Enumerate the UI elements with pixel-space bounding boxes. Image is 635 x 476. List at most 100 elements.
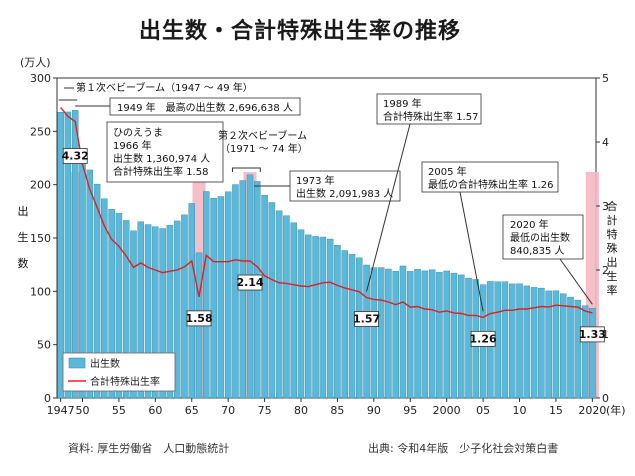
x-tick-label-2005: 05 bbox=[476, 404, 490, 417]
bar-1978 bbox=[283, 215, 290, 399]
legend-bar-label: 出生数 bbox=[90, 357, 120, 370]
x-tick-label-2020: 2020 bbox=[578, 404, 606, 417]
bar-1999 bbox=[436, 272, 443, 399]
bar-1971 bbox=[232, 184, 239, 399]
bar-2011 bbox=[523, 285, 531, 399]
bar-1967 bbox=[203, 191, 210, 399]
value-label-box-1973 bbox=[237, 274, 263, 291]
bar-1951 bbox=[86, 169, 94, 399]
annotation-1989-line: 合計特殊出生率 1.57 bbox=[383, 110, 478, 123]
left-axis-label-char: 出 bbox=[18, 204, 29, 218]
x-tick-label-1970: 70 bbox=[221, 404, 235, 417]
bar-1961 bbox=[159, 228, 166, 399]
bar-1963 bbox=[173, 220, 181, 399]
annotation-boom1: 第１次ベビーブーム（1947 〜 49 年） bbox=[76, 81, 253, 94]
left-tick-label-200: 200 bbox=[30, 179, 51, 192]
annotation-boom2-line: 第２次ベビーブーム bbox=[218, 129, 307, 142]
bar-1986 bbox=[341, 250, 348, 399]
value-label-1966: 1.58 bbox=[185, 312, 212, 325]
annotation-hinoe-line: ひのえうま bbox=[113, 127, 163, 139]
annotation-2005-connector bbox=[459, 191, 484, 312]
left-axis-unit: (万人) bbox=[20, 56, 51, 69]
bar-1952 bbox=[93, 183, 101, 399]
left-tick-label-300: 300 bbox=[30, 72, 51, 85]
bar-1984 bbox=[326, 238, 334, 399]
legend-bar-swatch bbox=[68, 357, 86, 369]
value-label-1989: 1.57 bbox=[353, 313, 380, 326]
left-tick-label-250: 250 bbox=[30, 125, 51, 138]
bar-1980 bbox=[297, 229, 305, 399]
bar-2012 bbox=[530, 287, 538, 399]
annotation-2005-line: 最低の合計特殊出生率 1.26 bbox=[428, 178, 553, 191]
annotation-2005-line: 2005 年 bbox=[428, 165, 467, 178]
bar-1997 bbox=[421, 270, 429, 399]
bar-1981 bbox=[305, 234, 312, 399]
x-tick-label-1947: 1947 bbox=[47, 404, 75, 417]
footer-source: 資料: 厚生労働省 人口動態統計 bbox=[68, 441, 229, 455]
bar-1979 bbox=[290, 222, 297, 399]
bar-1958 bbox=[137, 221, 145, 399]
bar-1977 bbox=[275, 210, 283, 399]
x-tick-label-2010: 10 bbox=[513, 404, 527, 417]
bar-2018 bbox=[574, 299, 582, 399]
x-tick-label-1955: 55 bbox=[112, 404, 126, 417]
bar-1970 bbox=[224, 191, 232, 399]
annotation-1989-box bbox=[376, 93, 482, 125]
bar-1983 bbox=[319, 236, 327, 399]
bar-2020 bbox=[589, 308, 596, 399]
right-axis-label-char: 計 bbox=[607, 213, 618, 227]
bar-1982 bbox=[312, 236, 319, 399]
annotation-hinoe-line: 合計特殊出生率 1.58 bbox=[113, 165, 208, 178]
bar-1957 bbox=[130, 230, 137, 399]
x-tick-label-1980: 80 bbox=[294, 404, 308, 417]
bar-1988 bbox=[356, 257, 363, 399]
bar-1987 bbox=[348, 254, 356, 399]
annotation-hinoe-line: 1966 年 bbox=[113, 139, 152, 152]
value-label-box-2005 bbox=[470, 330, 496, 347]
bar-1998 bbox=[428, 269, 436, 399]
bar-1992 bbox=[385, 268, 392, 399]
x-tick-label-1965: 65 bbox=[185, 404, 199, 417]
bar-1991 bbox=[377, 267, 385, 399]
annotation-2020-line: 2020 年 bbox=[510, 218, 549, 231]
x-tick-label-1985: 85 bbox=[330, 404, 344, 417]
bar-1993 bbox=[392, 271, 399, 399]
annotation-2020-box bbox=[502, 214, 584, 260]
value-label-1973: 2.14 bbox=[236, 276, 263, 289]
bar-1948 bbox=[64, 111, 72, 399]
bar-1949 bbox=[71, 110, 79, 399]
bar-1995 bbox=[407, 271, 414, 399]
right-axis-label-char: 殊 bbox=[607, 241, 618, 255]
bar-2013 bbox=[538, 287, 545, 399]
right-tick-label-3: 3 bbox=[602, 200, 609, 213]
right-axis-label-char: 出 bbox=[607, 255, 618, 269]
bar-1954 bbox=[108, 208, 115, 399]
bar-1996 bbox=[414, 269, 421, 399]
left-axis-label-char: 数 bbox=[18, 257, 29, 270]
right-axis-label-char: 特 bbox=[607, 227, 618, 241]
annotation-2020-line: 840,835 人 bbox=[510, 245, 565, 257]
x-axis-unit: (年) bbox=[606, 403, 626, 417]
annotation-1949: 1949 年 最高の出生数 2,696,638 人 bbox=[117, 101, 293, 114]
annotation-1973-line: 出生数 2,091,983 人 bbox=[296, 187, 393, 200]
x-tick-label-1995: 95 bbox=[403, 404, 417, 417]
annotation-1989-connector bbox=[366, 123, 411, 292]
bar-1953 bbox=[101, 198, 108, 399]
left-tick-label-100: 100 bbox=[30, 285, 51, 298]
annotation-boom2-bracket bbox=[231, 167, 261, 172]
annotation-2020-connector bbox=[559, 258, 593, 305]
bar-2001 bbox=[450, 272, 458, 399]
value-label-box-1949 bbox=[62, 148, 88, 164]
right-tick-label-4: 4 bbox=[602, 136, 609, 149]
x-tick-label-2000: 2000 bbox=[433, 404, 461, 417]
bar-2019 bbox=[581, 305, 589, 399]
bar-2015 bbox=[552, 290, 560, 399]
bar-2008 bbox=[501, 281, 509, 399]
annotation-hinoe-box bbox=[106, 121, 224, 183]
left-tick-label-0: 0 bbox=[44, 392, 51, 405]
annotation-2005-box bbox=[421, 161, 559, 193]
annotation-boom2-line: （1971 〜 74 年） bbox=[220, 142, 308, 155]
